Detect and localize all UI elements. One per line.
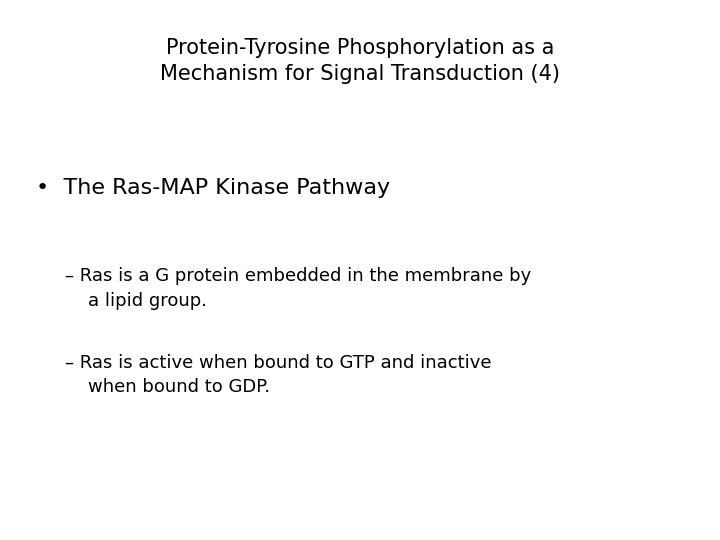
Text: Protein-Tyrosine Phosphorylation as a
Mechanism for Signal Transduction (4): Protein-Tyrosine Phosphorylation as a Me… [160, 38, 560, 84]
Text: – Ras is active when bound to GTP and inactive
    when bound to GDP.: – Ras is active when bound to GTP and in… [65, 354, 491, 396]
Text: •  The Ras-MAP Kinase Pathway: • The Ras-MAP Kinase Pathway [36, 178, 390, 198]
Text: – Ras is a G protein embedded in the membrane by
    a lipid group.: – Ras is a G protein embedded in the mem… [65, 267, 531, 309]
